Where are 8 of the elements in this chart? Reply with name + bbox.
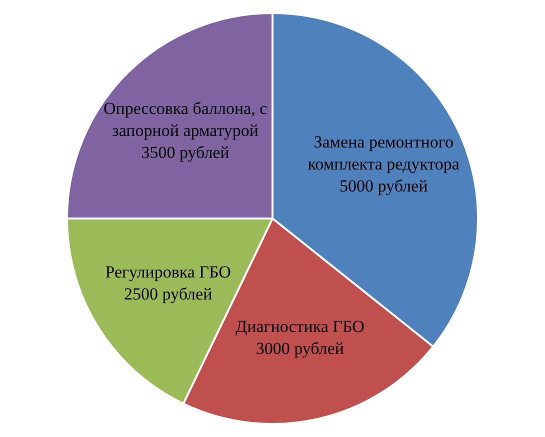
data-label: 3500 рублей [141,142,230,162]
slice-label: Замена ремонтного комплекта редуктора [308,132,460,174]
data-label: 5000 рублей [340,176,428,196]
data-label: 2500 рублей [124,284,212,304]
slice-label: Регулировка ГБО [105,262,231,282]
slice-label: Диагностика ГБО [236,317,364,336]
data-label: 3000 рублей [256,339,344,358]
slice-label: Опрессовка баллона, с запорной арматурой [103,98,268,140]
